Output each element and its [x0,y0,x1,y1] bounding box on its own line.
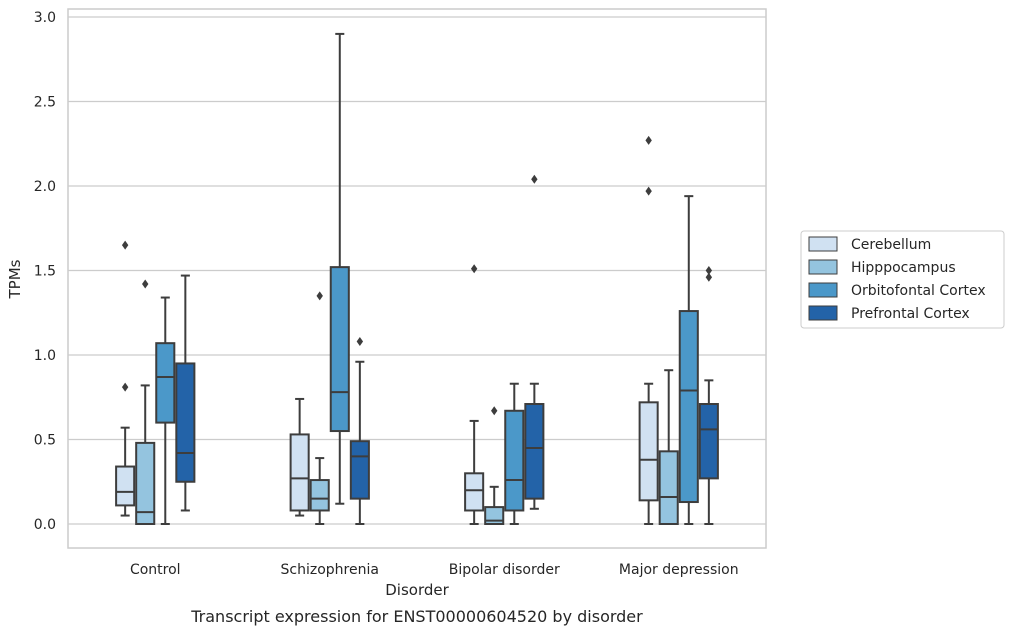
outlier-point [491,406,498,416]
box [658,450,679,525]
box [464,472,485,512]
outlier-point [705,272,713,282]
x-axis-title: Disorder [385,581,449,599]
box [524,403,545,500]
x-tick-labels: Control Schizophrenia Bipolar disorder Majo… [130,562,739,578]
chart-caption: Transcript expression for ENST0000060452… [190,607,643,626]
y-tick-label: 0.5 [34,433,56,449]
legend-swatch [808,282,838,298]
box [638,401,659,502]
box [155,342,176,424]
box [698,403,719,480]
box [309,479,330,512]
box [115,465,136,507]
y-tick-label: 2.0 [34,179,56,195]
box [289,433,310,512]
outlier-point [645,186,652,196]
legend-frame [800,230,1005,329]
grid-lines [68,16,766,525]
box [349,440,370,500]
box [678,310,699,504]
box-groups [115,32,719,526]
legend-label: Hipppocampus [851,260,956,276]
outlier-point [316,291,323,301]
y-tick-labels: 0.0 0.5 1.0 1.5 2.0 2.5 3.0 [34,10,56,533]
outlier-point [142,279,149,289]
legend-label: Cerebellum [851,237,931,253]
y-tick-label: 1.0 [34,348,56,364]
y-tick-label: 0.0 [34,517,56,533]
y-axis-title: TPMs [6,259,24,299]
box [175,362,196,483]
box [504,409,525,512]
outlier-point [705,266,713,275]
y-tick-label: 1.5 [34,264,56,280]
outlier-point [356,336,364,346]
legend-swatch [808,305,838,321]
plot-frame [67,8,767,549]
y-tick-label: 2.5 [34,95,56,111]
legend-swatch [808,236,838,252]
y-tick-label: 3.0 [34,10,56,26]
x-tick-label: Bipolar disorder [449,562,560,578]
legend-label: Prefrontal Cortex [851,306,970,322]
outlier-point [645,135,652,145]
outlier-point [531,174,538,184]
box [329,266,350,433]
box [135,441,156,526]
x-tick-label: Control [130,562,181,578]
legend-label: Orbitofontal Cortex [851,283,986,299]
legend: Cerebellum Hipppocampus Orbitofontal Corte… [800,230,1005,329]
legend-swatch [808,259,838,275]
outlier-point [121,382,129,392]
x-tick-label: Major depression [619,562,739,578]
outlier-point [470,264,478,274]
x-tick-label: Schizophrenia [281,562,379,578]
outlier-point [121,240,129,250]
